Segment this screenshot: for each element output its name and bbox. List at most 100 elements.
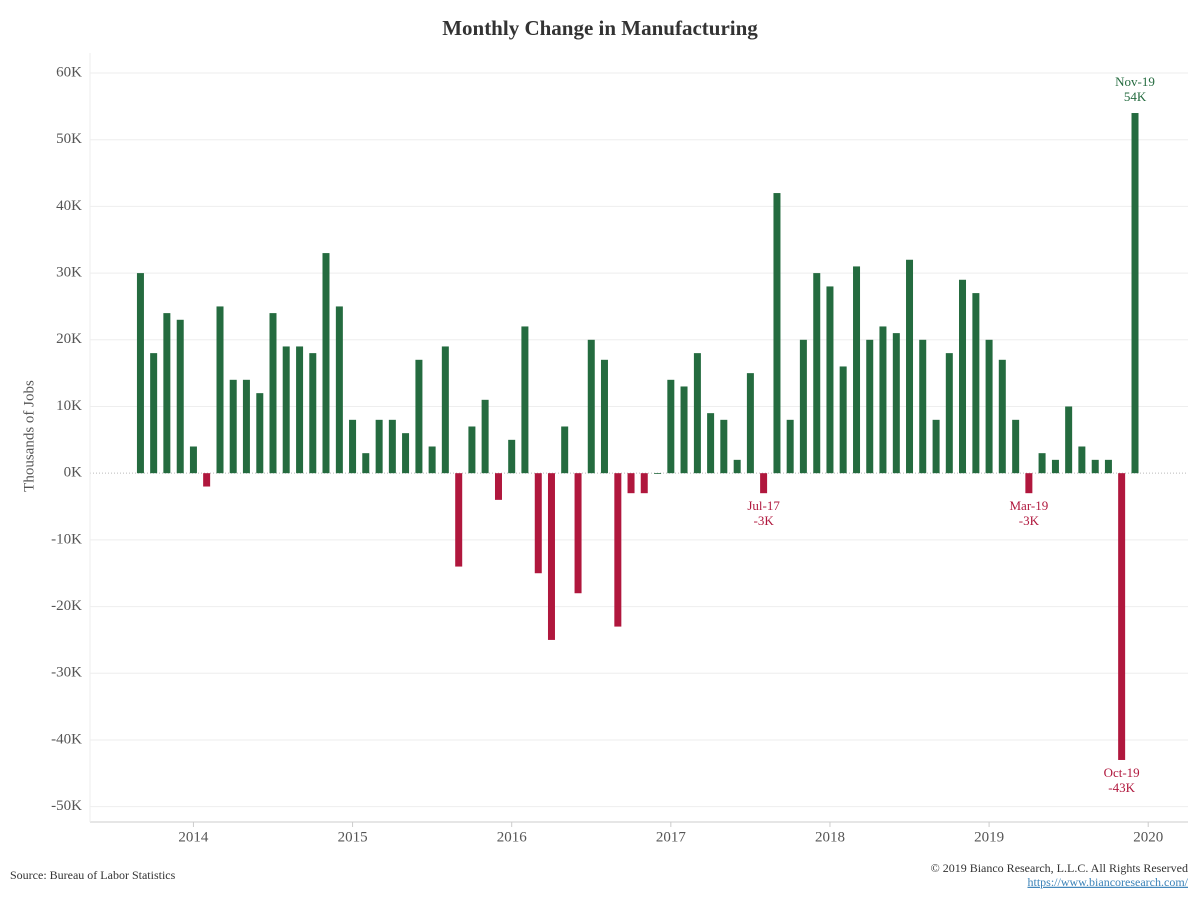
bar [707, 413, 715, 474]
bar [441, 346, 449, 474]
bar [813, 273, 821, 474]
bar [799, 339, 807, 474]
bar [481, 399, 489, 474]
bar [296, 346, 304, 474]
bar [242, 379, 250, 474]
bar [229, 379, 237, 474]
source: Source: Bureau of Labor Statistics [10, 868, 176, 882]
bar [680, 386, 688, 474]
x-tick-label: 2019 [974, 829, 1004, 845]
bar [150, 353, 158, 474]
bar [839, 366, 847, 474]
bar [932, 419, 940, 474]
bar [998, 359, 1006, 474]
bar [561, 426, 569, 474]
bar [1131, 113, 1139, 474]
bar [972, 293, 980, 474]
annotation-label: Oct-19 [1104, 765, 1140, 780]
bar [362, 453, 370, 474]
bar [879, 326, 887, 474]
x-tick-label: 2018 [815, 829, 845, 845]
bar [733, 459, 741, 474]
chart-title: Monthly Change in Manufacturing [442, 16, 758, 40]
bar [919, 339, 927, 474]
bar [428, 446, 436, 474]
y-tick-label: 10K [56, 398, 82, 414]
bar [256, 393, 264, 474]
annotation-label: Jul-17 [747, 498, 780, 513]
bar [1025, 473, 1033, 494]
bar [349, 419, 357, 474]
bar [906, 259, 914, 474]
bar [746, 373, 754, 474]
bar [203, 473, 211, 487]
value-label: -3K [753, 513, 774, 528]
bar [760, 473, 768, 494]
bar [534, 473, 542, 574]
bar [335, 306, 343, 474]
bar [189, 446, 197, 474]
bar [600, 359, 608, 474]
y-tick-label: -50K [51, 798, 82, 814]
bar [322, 253, 330, 474]
bar [415, 359, 423, 474]
y-tick-label: -20K [51, 598, 82, 614]
bar [309, 353, 317, 474]
x-tick-label: 2017 [656, 829, 687, 845]
y-tick-label: -10K [51, 531, 82, 547]
y-tick-label: 30K [56, 265, 82, 281]
bar [402, 433, 410, 474]
bar [574, 473, 582, 594]
bar [1091, 459, 1099, 474]
bar [786, 419, 794, 474]
bar [216, 306, 224, 474]
x-tick-label: 2020 [1133, 829, 1163, 845]
bar [468, 426, 476, 474]
bar [1104, 459, 1112, 474]
x-tick-label: 2016 [497, 829, 528, 845]
bar [866, 339, 874, 474]
bar [1065, 406, 1073, 474]
y-tick-label: 0K [64, 465, 83, 481]
bar [720, 419, 728, 474]
bar [1051, 459, 1059, 474]
value-label: -43K [1108, 780, 1135, 795]
bar [494, 473, 502, 500]
bar [693, 353, 701, 474]
bar [853, 266, 861, 474]
annotation-label: Mar-19 [1010, 498, 1049, 513]
bar [587, 339, 595, 474]
y-tick-label: -40K [51, 731, 82, 747]
value-label: 54K [1124, 89, 1147, 104]
bar [826, 286, 834, 474]
url[interactable]: https://www.biancoresearch.com/ [1027, 875, 1188, 889]
y-tick-label: 40K [56, 198, 82, 214]
bar [627, 473, 635, 494]
bar [959, 279, 967, 474]
bar [985, 339, 993, 474]
bar [508, 439, 516, 474]
bar [614, 473, 622, 627]
x-tick-label: 2015 [338, 829, 368, 845]
bar [945, 353, 953, 474]
bar [282, 346, 290, 474]
bar [1038, 453, 1046, 474]
bar [521, 326, 529, 474]
bar [547, 473, 555, 640]
bar [892, 333, 900, 474]
bar [1012, 419, 1020, 474]
bar [176, 319, 184, 474]
y-tick-label: 60K [56, 64, 82, 80]
y-tick-label: 20K [56, 331, 82, 347]
bar [455, 473, 463, 567]
x-tick-label: 2014 [178, 829, 209, 845]
bar [667, 379, 675, 474]
bar [269, 313, 277, 474]
annotation-label: Nov-19 [1115, 74, 1155, 89]
bar [1118, 473, 1126, 760]
bar [136, 273, 144, 474]
value-label: -3K [1019, 513, 1040, 528]
copyright: © 2019 Bianco Research, L.L.C. All Right… [931, 861, 1188, 875]
y-tick-label: -30K [51, 665, 82, 681]
